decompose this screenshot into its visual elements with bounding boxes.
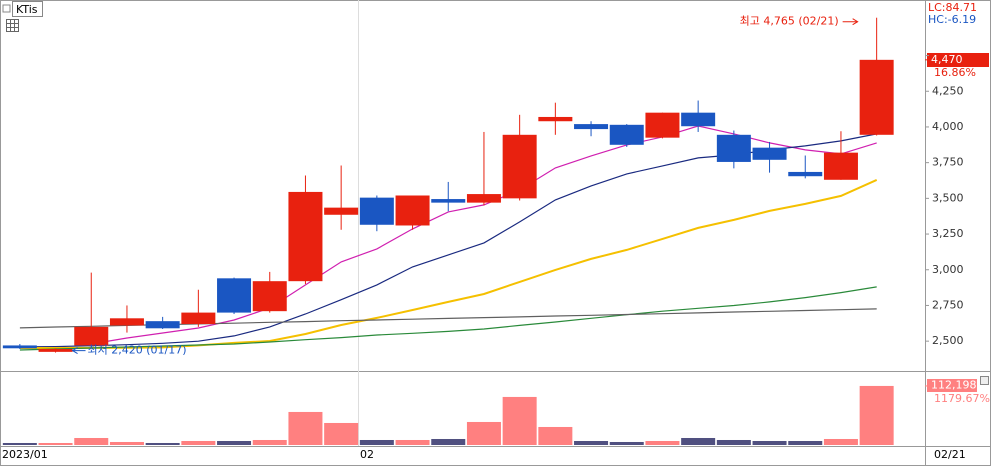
volume-bar bbox=[288, 411, 323, 445]
volume-bar bbox=[2, 442, 37, 445]
volume-bar bbox=[145, 442, 180, 445]
volume-bar bbox=[788, 440, 823, 445]
volume-bar bbox=[609, 441, 644, 445]
candle-body bbox=[788, 171, 823, 177]
y-tick-label: 4,250 bbox=[932, 84, 964, 97]
volume-bar bbox=[324, 422, 359, 445]
volume-bar bbox=[217, 440, 252, 445]
volume-flag-label: 112,198 bbox=[931, 379, 977, 392]
y-tick-label: 3,500 bbox=[932, 191, 964, 204]
volume-bar bbox=[538, 426, 573, 445]
volume-bar bbox=[181, 440, 216, 445]
volume-bar bbox=[823, 438, 858, 445]
candle-body bbox=[74, 326, 109, 346]
menu-icon[interactable] bbox=[2, 4, 11, 13]
y-tick-label: 3,250 bbox=[932, 227, 964, 240]
date-label: 02/21 bbox=[934, 448, 966, 461]
moving-average bbox=[19, 178, 878, 349]
volume-bar bbox=[38, 442, 73, 445]
date-label: 02 bbox=[360, 448, 374, 461]
candle-body bbox=[252, 281, 287, 312]
change-label: 16.86% bbox=[934, 66, 976, 79]
price-flag-label: 4,470 bbox=[931, 53, 963, 66]
high-arrow bbox=[842, 18, 859, 26]
candle-body bbox=[181, 312, 216, 325]
close-button[interactable] bbox=[980, 376, 989, 385]
low-arrow bbox=[71, 347, 86, 355]
y-tick-label: 2,750 bbox=[932, 298, 964, 311]
volume-bar bbox=[859, 385, 894, 445]
volume-bar bbox=[502, 396, 537, 445]
volume-bar bbox=[109, 441, 144, 445]
price-flag bbox=[927, 53, 989, 67]
volume-change-label: 1179.67% bbox=[934, 392, 990, 405]
moving-average bbox=[19, 286, 877, 351]
candle-body bbox=[431, 199, 466, 203]
candle-body bbox=[359, 197, 394, 225]
volume-bar bbox=[395, 439, 430, 445]
candle-body bbox=[288, 191, 323, 282]
volume-bar bbox=[359, 439, 394, 445]
volume-bar bbox=[752, 440, 787, 445]
candle-body bbox=[859, 59, 894, 135]
volume-bar bbox=[681, 437, 716, 445]
y-tick-label: 4,000 bbox=[932, 120, 964, 133]
volume-flag bbox=[927, 379, 977, 392]
candle-body bbox=[2, 345, 37, 349]
candle-body bbox=[324, 207, 359, 215]
candle-body bbox=[716, 134, 751, 162]
high-label: 최고 4,765 (02/21) bbox=[740, 15, 839, 28]
candle-body bbox=[823, 152, 858, 180]
candle-body bbox=[217, 278, 252, 313]
chart-title: KTis bbox=[16, 3, 38, 16]
candle-body bbox=[145, 321, 180, 329]
volume-bar bbox=[716, 439, 751, 445]
candle-body bbox=[502, 134, 537, 199]
y-tick-label: 3,000 bbox=[932, 263, 964, 276]
date-label: 2023/01 bbox=[2, 448, 48, 461]
volume-bar bbox=[645, 440, 680, 445]
low-label: 최저 2,420 (01/17) bbox=[88, 344, 187, 357]
candle-body bbox=[109, 318, 144, 326]
candle-body bbox=[681, 112, 716, 127]
title-box bbox=[12, 1, 43, 17]
volume-bar bbox=[431, 438, 466, 445]
hc-label: HC:-6.19 bbox=[928, 13, 976, 26]
candle-body bbox=[609, 124, 644, 145]
lc-label: LC:84.71 bbox=[928, 1, 977, 14]
candle-body bbox=[645, 112, 680, 138]
candle-body bbox=[466, 194, 501, 203]
candle-body bbox=[574, 124, 609, 130]
candle-body bbox=[752, 147, 787, 160]
candle-body bbox=[538, 116, 573, 122]
y-tick-label: 3,750 bbox=[932, 156, 964, 169]
grid-icon[interactable] bbox=[6, 19, 19, 32]
volume-bar bbox=[466, 421, 501, 445]
volume-bar bbox=[74, 437, 109, 445]
y-tick-label: 2,500 bbox=[932, 334, 964, 347]
grid-icon-lines bbox=[6, 19, 19, 32]
candle-body bbox=[395, 195, 430, 226]
candle-body bbox=[38, 349, 73, 352]
volume-bar bbox=[574, 440, 609, 445]
volume-bar bbox=[252, 439, 287, 445]
